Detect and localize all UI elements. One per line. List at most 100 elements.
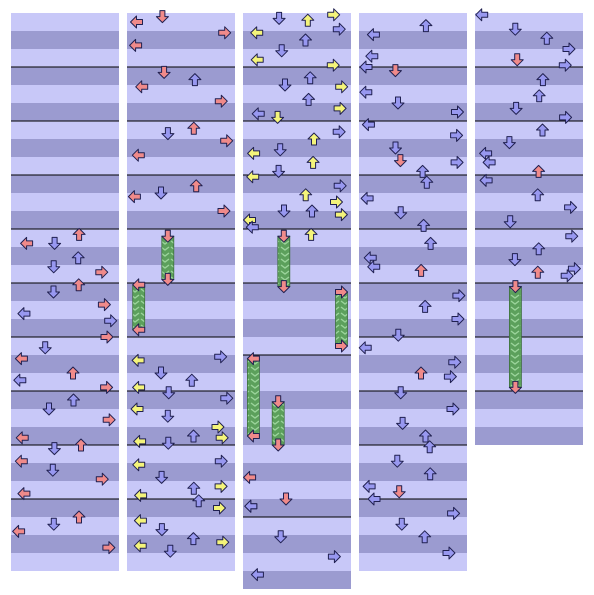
arrow-right-icon: [211, 420, 225, 434]
arrow-down-icon: [154, 366, 168, 380]
beat-stripe: [475, 319, 583, 337]
beat-stripe: [11, 49, 119, 67]
arrow-up-icon: [417, 218, 431, 232]
beat-stripe: [359, 463, 467, 481]
arrow-up-icon: [187, 121, 201, 135]
beat-stripe: [359, 103, 467, 121]
beat-stripe: [127, 409, 235, 427]
arrow-left-icon: [127, 190, 141, 204]
beat-stripe: [127, 247, 235, 265]
arrow-left-icon: [251, 107, 265, 121]
beat-stripe: [127, 337, 235, 355]
arrow-up-icon: [72, 227, 86, 241]
arrow-up-icon: [419, 19, 433, 33]
beat-stripe: [127, 391, 235, 409]
chart-col-1: [11, 13, 119, 571]
beat-stripe: [243, 49, 351, 67]
beat-stripe: [243, 391, 351, 409]
arrow-right-icon: [450, 155, 464, 169]
beat-stripe: [11, 103, 119, 121]
beat-stripe: [127, 85, 235, 103]
arrow-right-icon: [558, 58, 572, 72]
chart-col-4: [358, 13, 467, 571]
beat-stripe: [127, 193, 235, 211]
beat-stripe: [243, 211, 351, 229]
beat-stripe: [475, 139, 583, 157]
arrow-right-icon: [100, 330, 114, 344]
beat-stripe: [127, 373, 235, 391]
hold-end-right-icon: [335, 339, 348, 353]
beat-stripe: [359, 499, 467, 517]
arrow-up-icon: [74, 438, 88, 452]
arrow-right-icon: [102, 541, 116, 555]
arrow-left-icon: [366, 28, 380, 42]
arrow-right-icon: [102, 413, 116, 427]
beat-stripe: [11, 85, 119, 103]
arrow-right-icon: [443, 370, 457, 384]
arrow-down-icon: [155, 470, 169, 484]
arrow-left-icon: [17, 307, 31, 321]
arrow-down-icon: [394, 206, 408, 220]
arrow-right-icon: [214, 350, 228, 364]
arrow-right-icon: [220, 134, 234, 148]
arrow-down-icon: [47, 442, 61, 456]
arrow-up-icon: [72, 278, 86, 292]
arrow-left-icon: [482, 155, 496, 169]
arrow-down-icon: [509, 101, 523, 115]
arrow-up-icon: [418, 530, 432, 544]
arrow-right-icon: [217, 204, 231, 218]
beat-stripe: [359, 229, 467, 247]
beat-stripe: [243, 301, 351, 319]
arrow-right-icon: [214, 94, 228, 108]
beat-stripe: [243, 229, 351, 247]
hold-head-arrow-left-icon: [246, 352, 260, 366]
arrow-up-icon: [424, 236, 438, 250]
arrow-down-icon: [161, 409, 175, 423]
beat-stripe: [475, 121, 583, 139]
beat-stripe: [11, 229, 119, 247]
beat-stripe: [127, 67, 235, 85]
arrow-right-icon: [442, 546, 456, 560]
arrow-down-icon: [47, 517, 61, 531]
beat-stripe: [243, 355, 351, 373]
beat-stripe: [127, 355, 235, 373]
arrow-left-icon: [14, 352, 28, 366]
arrow-right-icon: [448, 355, 462, 369]
arrow-left-icon: [129, 38, 143, 52]
arrow-up-icon: [188, 73, 202, 87]
arrow-down-icon: [48, 236, 62, 250]
arrow-down-icon: [47, 285, 60, 299]
arrow-down-icon: [396, 416, 410, 430]
beat-stripe: [475, 247, 583, 265]
beat-stripe: [359, 283, 467, 301]
arrow-left-icon: [17, 487, 31, 501]
arrow-right-icon: [326, 58, 340, 72]
hold-head-arrow-down-icon: [271, 395, 285, 409]
beat-stripe: [11, 355, 119, 373]
arrow-up-icon: [304, 227, 318, 241]
beat-stripe: [127, 49, 235, 67]
arrow-left-icon: [131, 353, 145, 367]
beat-stripe: [475, 67, 583, 85]
arrow-down-icon: [391, 328, 405, 342]
beat-stripe: [127, 463, 235, 481]
beat-stripe: [359, 427, 467, 445]
beat-stripe: [475, 103, 583, 121]
hold-head-arrow-left-icon: [132, 278, 146, 292]
beat-stripe: [11, 463, 119, 481]
arrow-left-icon: [134, 488, 148, 502]
beat-stripe: [243, 481, 351, 499]
beat-stripe: [127, 427, 235, 445]
beat-stripe: [127, 481, 235, 499]
arrow-up-icon: [414, 366, 428, 380]
beat-stripe: [127, 517, 235, 535]
beat-stripe: [475, 283, 583, 301]
arrow-left-icon: [14, 454, 28, 468]
arrow-right-icon: [335, 80, 349, 94]
beat-stripe: [127, 13, 235, 31]
beat-stripe: [127, 283, 235, 301]
arrow-right-icon: [220, 391, 234, 405]
beat-stripe: [243, 283, 351, 301]
beat-stripe: [11, 265, 119, 283]
arrow-up-icon: [303, 71, 317, 85]
